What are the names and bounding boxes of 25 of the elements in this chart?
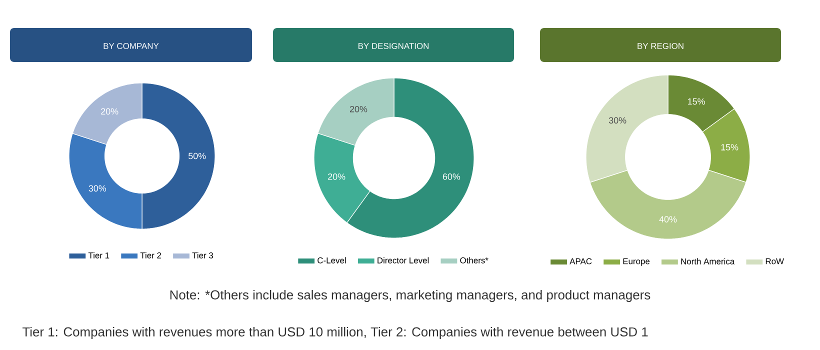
- legend-label: APAC: [570, 258, 592, 264]
- legend-label: Others*: [460, 257, 488, 264]
- text: Note: *Others include sales managers, marketing managers, and product managers: [170, 290, 650, 302]
- legend-label: Tier 1: [88, 252, 110, 258]
- chart-title: BY COMPANY: [104, 43, 159, 49]
- legend-label: Europe: [623, 258, 650, 266]
- data-label: 20%: [350, 106, 368, 112]
- legend-label: Tier 2: [140, 252, 162, 258]
- data-label: 30%: [608, 117, 626, 124]
- text: Tier 1: Companies with revenues more than USD 10 million, Tier 2: Companies with revenue between USD 1: [22, 326, 648, 340]
- chart-title: BY DESIGNATION: [358, 43, 428, 49]
- data-label: 50%: [188, 152, 206, 160]
- legend-label: Director Level: [378, 257, 429, 264]
- data-label: 30%: [88, 185, 106, 192]
- data-label: 60%: [442, 173, 460, 180]
- data-label: 20%: [101, 108, 118, 115]
- legend-label: RoW: [766, 258, 784, 264]
- legend-label: C-Level: [318, 257, 346, 264]
- data-label: 15%: [721, 144, 738, 150]
- data-label: 20%: [328, 173, 346, 180]
- legend-label: North America: [681, 258, 735, 264]
- data-label: 40%: [659, 216, 677, 222]
- data-label: 15%: [688, 98, 705, 105]
- legend-label: Tier 3: [192, 252, 214, 258]
- chart-title: BY REGION: [638, 43, 684, 49]
